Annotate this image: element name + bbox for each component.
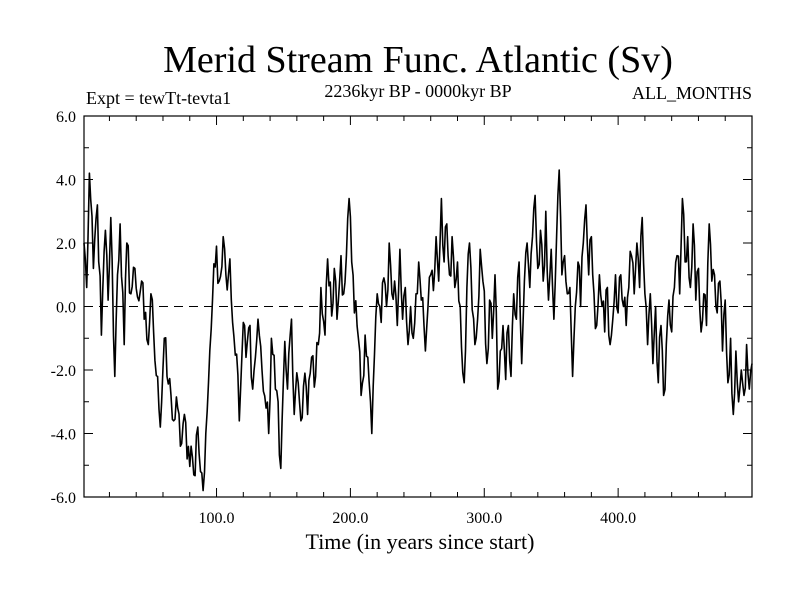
y-tick-label: -6.0 — [51, 490, 76, 507]
y-tick-label: 2.0 — [56, 236, 76, 253]
plot-frame — [83, 115, 753, 498]
y-tick-label: 6.0 — [56, 109, 76, 126]
y-tick-label: -2.0 — [51, 363, 76, 380]
x-axis-label: Time (in years since start) — [306, 529, 535, 554]
x-tick-label: 400.0 — [600, 510, 636, 527]
y-tick-label: 0.0 — [56, 300, 76, 317]
x-tick-label: 100.0 — [199, 510, 235, 527]
axis-tick-labels: -6.0 -4.0 -2.0 0.0 2.0 4.0 6.0 100.0 200.0 300.0 4… — [51, 109, 636, 527]
x-tick-label: 200.0 — [332, 510, 368, 527]
months-label: ALL_MONTHS — [632, 83, 752, 103]
x-tick-label: 300.0 — [466, 510, 502, 527]
period-label: 2236kyr BP - 0000kyr BP — [324, 81, 511, 101]
y-tick-label: 4.0 — [56, 173, 76, 190]
chart-title: Merid Stream Func. Atlantic (Sv) — [163, 39, 673, 81]
experiment-label: Expt = tewTt-tevta1 — [86, 88, 231, 108]
y-tick-label: -4.0 — [51, 427, 76, 444]
series-line — [83, 169, 753, 492]
